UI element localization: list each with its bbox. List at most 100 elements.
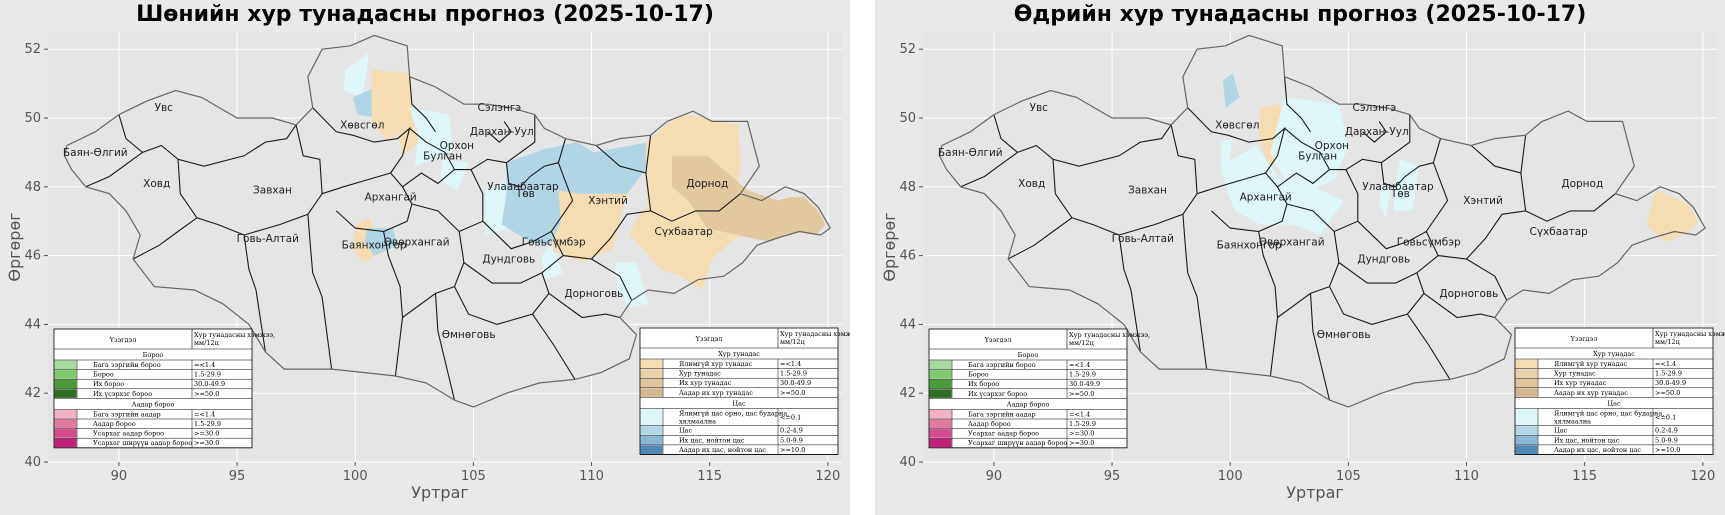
legend-box bbox=[639, 327, 839, 455]
province-border bbox=[454, 272, 550, 325]
province-border bbox=[487, 121, 512, 143]
province-border bbox=[960, 151, 1018, 188]
province-label: Өмнөговь bbox=[1317, 329, 1371, 341]
province-border bbox=[505, 162, 559, 188]
legend-row-label-line: хялмаална bbox=[679, 417, 716, 425]
legend-swatch bbox=[929, 370, 952, 379]
legend-row-label: Аадар их цас, нойтон цас bbox=[1554, 446, 1641, 454]
legend-row-value: >=30.0 bbox=[1069, 439, 1094, 447]
precip-zone-snow-light bbox=[1270, 97, 1349, 191]
x-tick-label: 90 bbox=[111, 469, 128, 484]
precip-zone-snow-light bbox=[541, 245, 564, 280]
night-forecast-panel: Шөнийн хур тунадасны прогноз (2025-10-17… bbox=[0, 0, 850, 515]
y-tick-label: 44 bbox=[24, 317, 41, 332]
legend-header-amount-line: мм/12ц bbox=[1069, 339, 1094, 347]
legend-row-value: >=30.0 bbox=[194, 439, 219, 447]
day-forecast-panel: Өдрийн хур тунадасны прогноз (2025-10-17… bbox=[875, 0, 1725, 515]
legend-header-phenomenon: Үзэгдэл bbox=[695, 335, 723, 343]
province-border bbox=[1277, 169, 1330, 188]
province-border bbox=[1118, 124, 1198, 236]
legend-swatch bbox=[1515, 445, 1538, 454]
province-label: Булган bbox=[1298, 150, 1337, 162]
legend-swatch bbox=[640, 388, 663, 397]
legend-swatch bbox=[640, 369, 663, 378]
province-border bbox=[1425, 145, 1527, 260]
x-tick-label: 115 bbox=[697, 469, 722, 484]
x-tick-label: 115 bbox=[1572, 469, 1597, 484]
legend-row-label: Их бороо bbox=[93, 380, 124, 388]
legend-header-amount-line: Хур тунадасны хэмжээ, bbox=[780, 330, 850, 338]
x-tick-label: 95 bbox=[1104, 469, 1121, 484]
legend-swatch bbox=[640, 435, 663, 445]
legend-row-value: 1.5-29.9 bbox=[194, 420, 221, 428]
province-label: Дорноговь bbox=[564, 288, 623, 300]
y-tick-label: 46 bbox=[24, 249, 41, 264]
legend-row-value: >=50.0 bbox=[780, 389, 805, 397]
legend-swatch bbox=[54, 438, 77, 448]
province-label: Дорноговь bbox=[1439, 288, 1498, 300]
province-border bbox=[1357, 162, 1449, 250]
legend-row-label: Бага зэргийн бороо bbox=[93, 361, 161, 369]
province-border bbox=[1432, 138, 1442, 163]
precip-zone-rain-light bbox=[1646, 190, 1699, 242]
legend-row-value: 0.2-4.9 bbox=[1655, 427, 1678, 435]
precip-zone-snow-light bbox=[409, 107, 453, 167]
legend-header-amount-line: мм/12ц bbox=[1655, 338, 1680, 346]
province-label: Архангай bbox=[1240, 192, 1292, 204]
legend-swatch bbox=[929, 438, 952, 448]
province-border bbox=[1380, 162, 1434, 188]
province-border bbox=[321, 172, 413, 233]
precip-zone-snow-med bbox=[1223, 73, 1240, 108]
legend-swatch bbox=[54, 429, 77, 438]
day-map-title: Өдрийн хур тунадасны прогноз (2025-10-17… bbox=[1013, 2, 1587, 27]
legend-header-amount: Хур тунадасны хэмжээ,мм/12ц bbox=[780, 330, 850, 346]
province-border bbox=[85, 151, 143, 188]
province-borders bbox=[960, 76, 1616, 401]
precip-zone-rain-light bbox=[549, 190, 627, 263]
legend-row-label-line: Ялимгүй цас орно, цас бударна, bbox=[679, 409, 789, 417]
legend-row-label: Хур тунадас bbox=[679, 370, 721, 378]
legend-row-label: Бага зэргийн аадар bbox=[968, 410, 1036, 418]
province-border bbox=[531, 313, 576, 380]
province-label: Завхан bbox=[1128, 185, 1167, 197]
country-outline bbox=[938, 34, 1706, 408]
province-border bbox=[1525, 193, 1616, 222]
province-border bbox=[1007, 217, 1073, 260]
legend-row-value: 5.0-9.9 bbox=[780, 436, 803, 444]
province-label: Сүхбаатар bbox=[1530, 226, 1589, 238]
province-label: Дорнод bbox=[1561, 178, 1603, 190]
province-border bbox=[591, 258, 633, 301]
legend-row-value: =<1.4 bbox=[194, 410, 215, 418]
legend-row-value: 1.5-29.9 bbox=[1069, 420, 1096, 428]
precip-zone-snow-light bbox=[343, 52, 370, 98]
province-border bbox=[177, 159, 266, 352]
legend-swatch bbox=[1515, 378, 1538, 388]
precip-zone-snow-light bbox=[615, 262, 649, 308]
legend-row-label: Усархаг шиpүүн аадар бороо bbox=[93, 439, 192, 447]
province-label: Булган bbox=[423, 150, 462, 162]
province-label: Төв bbox=[1390, 188, 1410, 200]
province-label: Дундговь bbox=[482, 253, 535, 265]
y-tick-label: 46 bbox=[899, 249, 916, 264]
province-label: Хөвсгөл bbox=[1215, 119, 1259, 131]
province-border bbox=[312, 107, 411, 174]
legend-box bbox=[1514, 327, 1714, 455]
province-label: Сэлэнгэ bbox=[1352, 102, 1396, 114]
legend-row-label: Цас bbox=[679, 427, 693, 435]
legend-row-value: 1.5-29.9 bbox=[780, 370, 807, 378]
precip-zone-snow-light bbox=[1379, 183, 1391, 218]
legend-row-value: >=50.0 bbox=[194, 390, 219, 398]
legend-swatch bbox=[929, 409, 952, 419]
legend-swatch bbox=[1515, 435, 1538, 445]
legend-rain-thunder: Үзэгдэл Хур тунадасны хэмжээ, мм/12ц Бороо Б… bbox=[928, 328, 1150, 449]
precip-zone-snow-light bbox=[440, 159, 469, 191]
legend-swatch bbox=[929, 389, 952, 398]
legend-row-label: Цас bbox=[1554, 427, 1568, 435]
legend-row-label: Хур тунадас bbox=[1554, 370, 1596, 378]
province-label: Хэнтий bbox=[1463, 195, 1503, 207]
province-label: Дорнод bbox=[686, 178, 728, 190]
x-axis-label: Уртраг bbox=[411, 483, 469, 502]
x-tick-label: 90 bbox=[986, 469, 1003, 484]
